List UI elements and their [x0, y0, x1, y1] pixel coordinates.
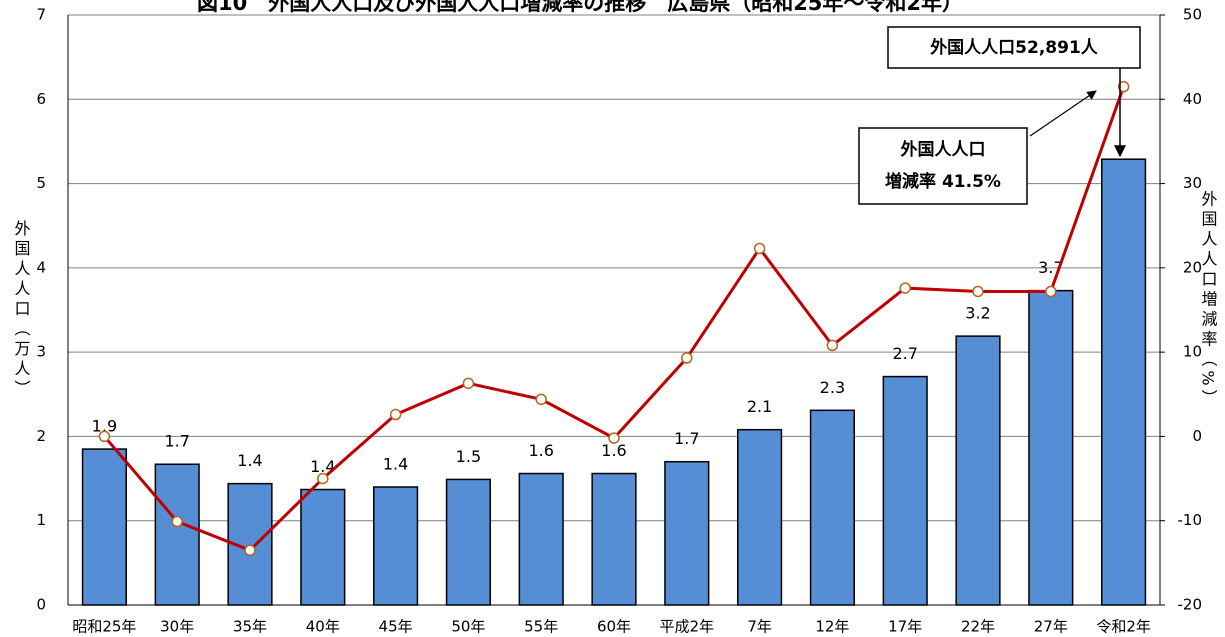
bar	[664, 460, 710, 606]
bar	[955, 335, 1001, 606]
x-tick-label: 50年	[451, 618, 485, 636]
point	[1045, 285, 1057, 298]
data-label: 1.6	[528, 441, 553, 460]
y-tick-label: 1	[36, 511, 46, 529]
x-tick-label: 30年	[160, 618, 194, 636]
data-label: 1.4	[383, 455, 408, 474]
data-label: 3.2	[965, 304, 990, 323]
x-tick-label: 22年	[961, 618, 995, 636]
y2-tick-label: -20	[1178, 596, 1203, 614]
bar	[445, 478, 491, 606]
point	[462, 377, 475, 390]
bar	[882, 375, 928, 606]
bar	[300, 488, 346, 606]
x-tick-label: 令和2年	[1096, 618, 1151, 636]
x-tick-label: 平成2年	[660, 618, 715, 636]
point	[389, 408, 402, 421]
x-tick-label: 45年	[379, 618, 413, 636]
y-tick-label: 4	[36, 258, 46, 276]
y2-tick-label: 30	[1183, 174, 1202, 192]
bar	[154, 463, 200, 606]
point	[1117, 80, 1130, 93]
data-label: 1.6	[601, 441, 626, 460]
y-tick-label: 3	[36, 343, 46, 361]
x-tick-label: 55年	[524, 618, 558, 636]
y-tick-label: 7	[36, 6, 46, 24]
x-tick-label: 17年	[888, 618, 922, 636]
data-label: 1.9	[92, 417, 117, 436]
x-tick-label: 12年	[815, 618, 849, 636]
point	[317, 472, 329, 485]
bar	[591, 472, 637, 606]
y-tick-label: 2	[36, 427, 46, 445]
annotation: 外国人人口	[901, 139, 986, 160]
y-tick-label: 0	[36, 596, 46, 614]
data-label: 1.4	[237, 451, 262, 470]
annotation: 外国人人口52,891人	[930, 37, 1099, 58]
data-label: 2.3	[820, 378, 845, 397]
bar	[518, 472, 564, 606]
x-tick-label: 60年	[597, 618, 631, 636]
y-axis-label: 外国人人口（万人）	[12, 220, 31, 400]
data-label: 1.5	[456, 447, 481, 466]
point	[899, 282, 911, 294]
x-tick-label: 40年	[306, 618, 340, 636]
point	[171, 515, 183, 528]
point	[244, 544, 256, 556]
x-tick-label: 35年	[233, 618, 267, 636]
annotation-box	[887, 26, 1141, 69]
y2-tick-label: 50	[1183, 6, 1202, 24]
data-label: 2.1	[747, 397, 772, 416]
bar	[1028, 289, 1074, 606]
point	[535, 393, 547, 406]
bar	[809, 409, 855, 606]
bar	[81, 448, 127, 606]
annotation-arrow	[1029, 90, 1097, 137]
point	[98, 430, 111, 443]
x-tick-label: 7年	[747, 618, 772, 636]
y2-tick-label: 0	[1192, 427, 1202, 445]
annotation-box	[858, 127, 1028, 205]
point	[972, 285, 984, 298]
bar	[737, 428, 783, 606]
data-label: 2.7	[892, 344, 917, 363]
point	[608, 432, 620, 444]
y2-axis-label: 外国人人口増減率（%）	[1199, 190, 1218, 409]
point	[753, 242, 766, 255]
data-label: 1.7	[164, 432, 189, 451]
y2-tick-label: -10	[1178, 511, 1203, 529]
y2-tick-label: 10	[1183, 343, 1202, 361]
y2-tick-label: 20	[1183, 258, 1202, 276]
data-label: 1.7	[674, 429, 699, 448]
point	[681, 352, 693, 364]
chart-title: 図10 外国人人口及び外国人人口増減率の推移 広島県（昭和25年～令和2年）	[197, 0, 963, 15]
x-tick-label: 昭和25年	[72, 618, 136, 636]
point	[826, 339, 839, 352]
x-tick-label: 27年	[1034, 618, 1068, 636]
y2-tick-label: 40	[1183, 90, 1202, 108]
y-tick-label: 6	[36, 90, 46, 108]
y-tick-label: 5	[36, 174, 46, 192]
annotation: 増減率 41.5%	[885, 171, 1001, 192]
bar	[373, 486, 419, 606]
bar	[1101, 158, 1147, 606]
